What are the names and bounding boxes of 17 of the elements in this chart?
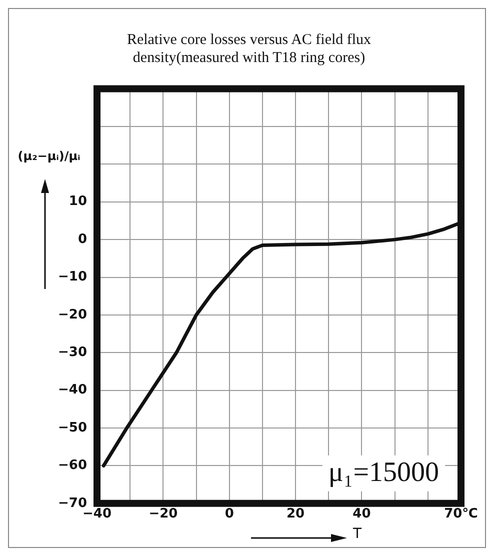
y-tick-label: 10 [68,194,87,210]
y-axis-title: (μ₂−μᵢ)/μᵢ [18,148,80,163]
x-tick-label: 70℃ [444,506,478,522]
y-tick-label: −50 [58,420,87,436]
x-axis-title: T [353,526,362,542]
y-tick-label: −20 [58,307,87,322]
y-tick-label: −40 [58,382,87,398]
y-tick-label: −10 [58,270,87,285]
x-tick-label: 0 [224,506,234,522]
y-tick-label: −60 [58,458,87,474]
y-tick-label: 0 [78,232,87,247]
x-tick-label: 40 [352,506,371,522]
x-tick-label: −20 [148,506,178,522]
chart-title: Relative core losses versus AC field flux density(measured with T18 ring cores) [126,31,372,67]
annotation: μ₁=15000 [328,456,440,488]
x-tick-label: 20 [286,506,305,522]
y-tick-label: −30 [58,345,87,360]
